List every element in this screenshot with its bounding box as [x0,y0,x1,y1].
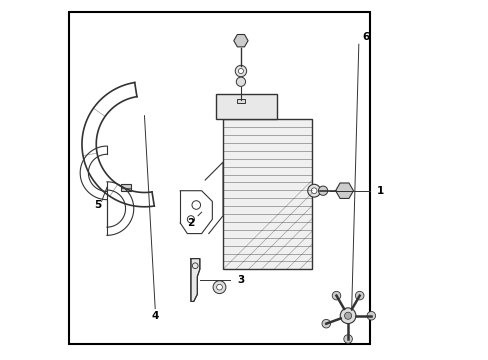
Circle shape [216,284,222,290]
Circle shape [311,188,316,194]
Circle shape [331,291,340,300]
FancyBboxPatch shape [223,119,312,269]
Circle shape [238,68,243,73]
Circle shape [343,335,352,343]
Circle shape [235,65,246,77]
FancyBboxPatch shape [121,184,131,192]
Circle shape [236,77,245,86]
Polygon shape [335,183,353,198]
Text: 6: 6 [362,32,369,42]
Text: 1: 1 [376,186,383,196]
Circle shape [321,319,330,328]
Polygon shape [216,94,276,119]
Circle shape [340,308,355,324]
Text: 4: 4 [151,311,159,321]
Circle shape [366,311,375,320]
Polygon shape [233,35,247,47]
Circle shape [355,291,363,300]
Circle shape [318,186,327,195]
Circle shape [344,312,351,319]
Circle shape [307,184,320,197]
Circle shape [213,281,225,294]
Text: 3: 3 [237,275,244,285]
Polygon shape [190,258,200,301]
FancyBboxPatch shape [236,99,244,103]
Text: 5: 5 [94,200,102,210]
Text: 2: 2 [187,218,194,228]
